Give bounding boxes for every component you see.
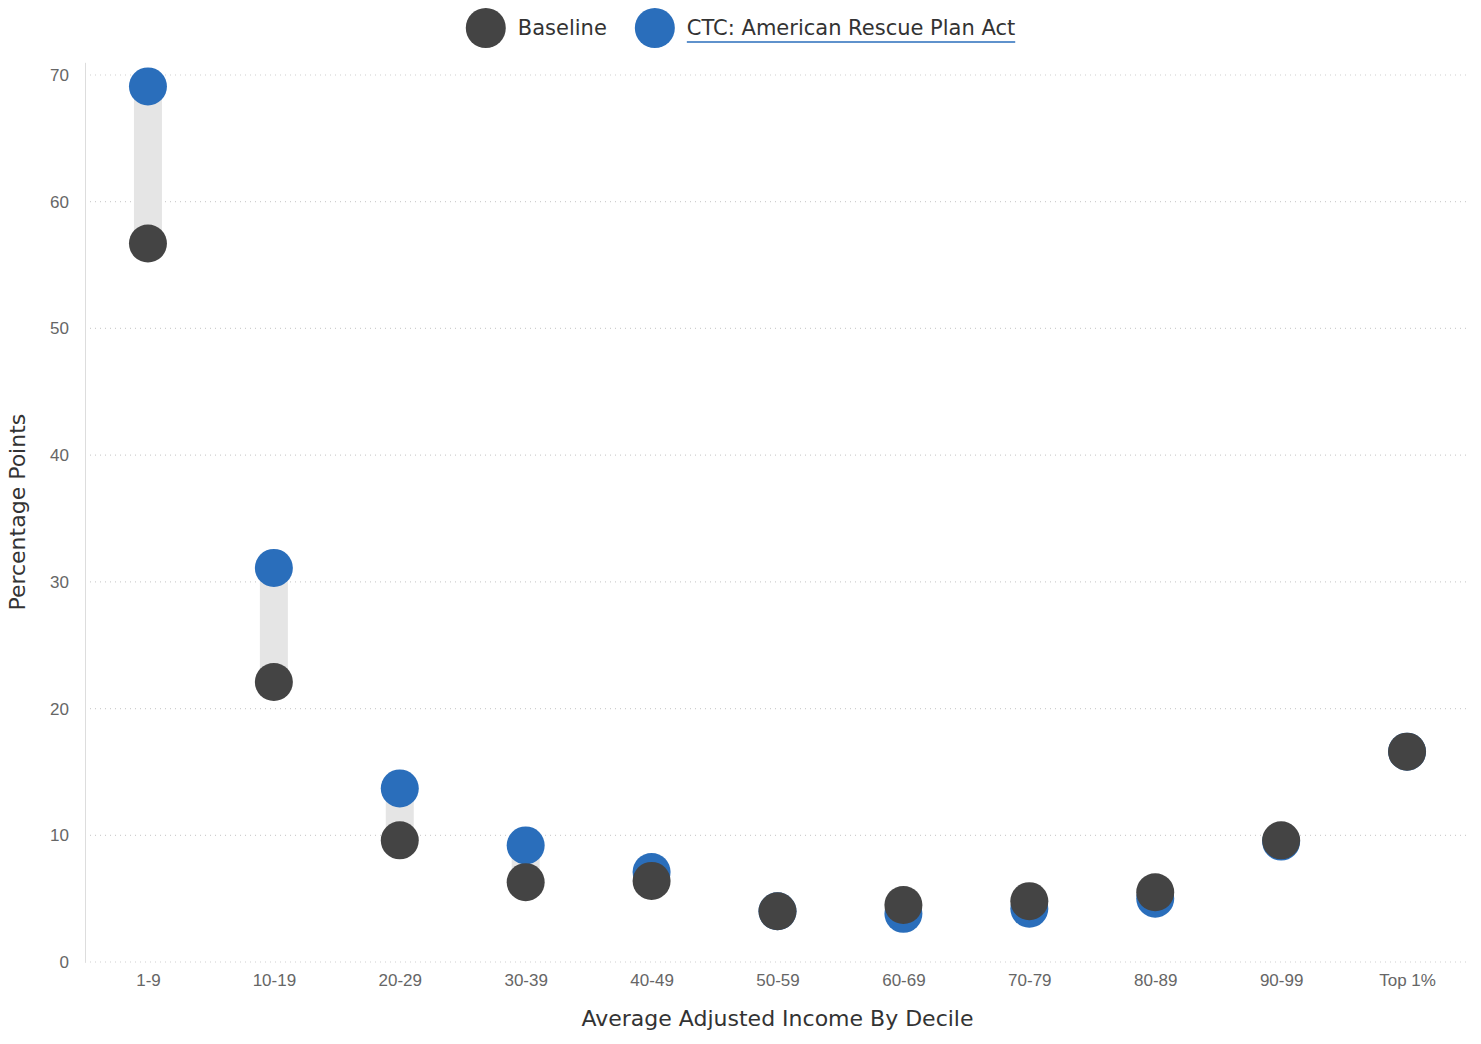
point: [1388, 733, 1426, 771]
x-tick-label: 10-19: [253, 971, 296, 990]
y-tick-label: 40: [50, 446, 69, 465]
x-tick-label: 1-9: [136, 971, 161, 990]
x-axis-line: [86, 962, 1471, 963]
y-tick-label: 0: [60, 953, 69, 972]
x-tick-label: 90-99: [1260, 971, 1303, 990]
x-tick-label: 20-29: [379, 971, 422, 990]
y-tick-label: 60: [50, 193, 69, 212]
legend-swatch: [635, 8, 675, 48]
y-tick: 10: [50, 826, 85, 845]
y-tick: 60: [50, 193, 85, 212]
grid-line: [85, 835, 1470, 836]
grid-line: [85, 581, 1470, 582]
point: [884, 886, 922, 924]
point: [255, 549, 293, 587]
point: [1010, 882, 1048, 920]
y-axis: 0 10 20 30 40 50 60 70: [50, 63, 85, 972]
x-tick: 30-39: [504, 962, 547, 990]
y-tick: 20: [50, 700, 85, 719]
y-tick: 30: [50, 573, 85, 592]
point: [255, 663, 293, 701]
legend-underline: [687, 41, 1015, 43]
x-tick: 20-29: [379, 962, 422, 990]
grid-line: [85, 961, 1470, 962]
point: [507, 863, 545, 901]
x-tick: 1-9: [136, 962, 161, 990]
x-tick-label: 30-39: [504, 971, 547, 990]
x-tick-label: 70-79: [1008, 971, 1051, 990]
point: [1388, 733, 1426, 771]
y-tick-label: 70: [50, 66, 69, 85]
point: [1262, 821, 1300, 859]
y-tick: 0: [60, 953, 85, 972]
x-tick-label: 40-49: [630, 971, 673, 990]
grid-line: [85, 455, 1470, 456]
point: [381, 821, 419, 859]
point: [381, 769, 419, 807]
point: [759, 892, 797, 930]
x-tick: 80-89: [1134, 962, 1177, 990]
x-tick: 90-99: [1260, 962, 1303, 990]
grid-line: [85, 328, 1470, 329]
x-tick: Top 1%: [1379, 962, 1436, 990]
y-tick: 50: [50, 319, 85, 338]
point: [759, 892, 797, 930]
y-tick-label: 10: [50, 826, 69, 845]
point: [129, 225, 167, 263]
plot-area: [129, 67, 1426, 932]
y-tick-label: 20: [50, 700, 69, 719]
x-axis-title: Average Adjusted Income By Decile: [582, 1006, 974, 1031]
x-axis: 1-9 10-19 20-29 30-39 40-49 50-59 60-69 70-79 80…: [86, 962, 1471, 990]
y-axis-line: [85, 63, 86, 963]
x-tick-label: 80-89: [1134, 971, 1177, 990]
grid: [85, 75, 1470, 962]
chart: 0 10 20 30 40 50 60 70 1-9 10-19 20-29 30-39 40-49 50…: [0, 0, 1481, 1044]
y-axis-title: Percentage Points: [5, 414, 30, 611]
legend-item: Baseline: [466, 8, 607, 48]
y-tick-label: 30: [50, 573, 69, 592]
x-tick: 50-59: [756, 962, 799, 990]
grid-line: [85, 74, 1470, 75]
point: [633, 862, 671, 900]
point: [129, 67, 167, 105]
x-tick-label: Top 1%: [1379, 971, 1436, 990]
y-tick: 70: [50, 66, 85, 85]
y-tick: 40: [50, 446, 85, 465]
x-tick: 10-19: [253, 962, 296, 990]
x-tick: 70-79: [1008, 962, 1051, 990]
legend-swatch: [466, 8, 506, 48]
grid-line: [85, 201, 1470, 202]
point: [507, 826, 545, 864]
legend-item: CTC: American Rescue Plan Act: [635, 8, 1015, 48]
grid-line: [85, 708, 1470, 709]
y-tick-label: 50: [50, 319, 69, 338]
point: [1136, 873, 1174, 911]
legend-label: CTC: American Rescue Plan Act: [687, 16, 1015, 40]
x-tick: 40-49: [630, 962, 673, 990]
legend-label: Baseline: [518, 16, 607, 40]
legend: Baseline CTC: American Rescue Plan Act: [466, 8, 1015, 48]
x-tick-label: 50-59: [756, 971, 799, 990]
range-bar: [134, 86, 162, 243]
x-tick: 60-69: [882, 962, 925, 990]
x-tick-label: 60-69: [882, 971, 925, 990]
